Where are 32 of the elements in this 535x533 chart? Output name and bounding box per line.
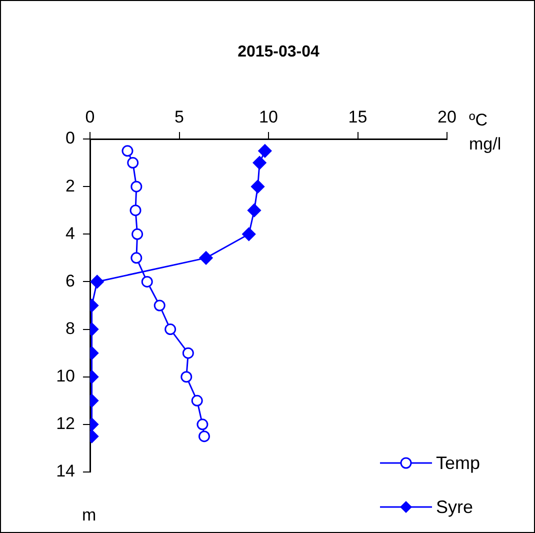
- x-tick-label: 5: [174, 107, 184, 126]
- legend-label: Temp: [436, 452, 480, 474]
- point: [198, 430, 210, 442]
- point: [122, 145, 134, 157]
- point: [196, 418, 208, 430]
- x-tick-label: 20: [438, 107, 456, 126]
- y-tick-label: 8: [66, 318, 75, 338]
- x-tick-label: 15: [348, 107, 368, 126]
- y-tick-label: 2: [66, 176, 75, 196]
- point: [132, 228, 144, 240]
- y-tick-label: 10: [56, 366, 75, 386]
- x-axis-title: ºC mg/l: [469, 110, 502, 154]
- point: [154, 300, 166, 312]
- point: [130, 204, 142, 216]
- point: [130, 180, 142, 192]
- point: [141, 276, 153, 288]
- y-axis-title: m: [82, 506, 96, 525]
- legend-label: Syre: [436, 496, 474, 518]
- x-tick-label: 0: [85, 107, 95, 126]
- point: [180, 371, 192, 383]
- y-tick-label: 14: [56, 462, 75, 481]
- chart-title: 2015-03-04: [238, 43, 320, 60]
- y-tick-label: 0: [66, 128, 75, 148]
- point: [164, 324, 176, 336]
- point: [182, 347, 194, 359]
- y-tick-label: 6: [66, 271, 75, 290]
- point: [191, 394, 203, 406]
- point: [127, 157, 139, 169]
- x-tick-label: 10: [259, 107, 278, 126]
- point: [130, 252, 142, 264]
- y-tick-label: 4: [66, 224, 75, 243]
- y-tick-label: 12: [56, 414, 75, 434]
